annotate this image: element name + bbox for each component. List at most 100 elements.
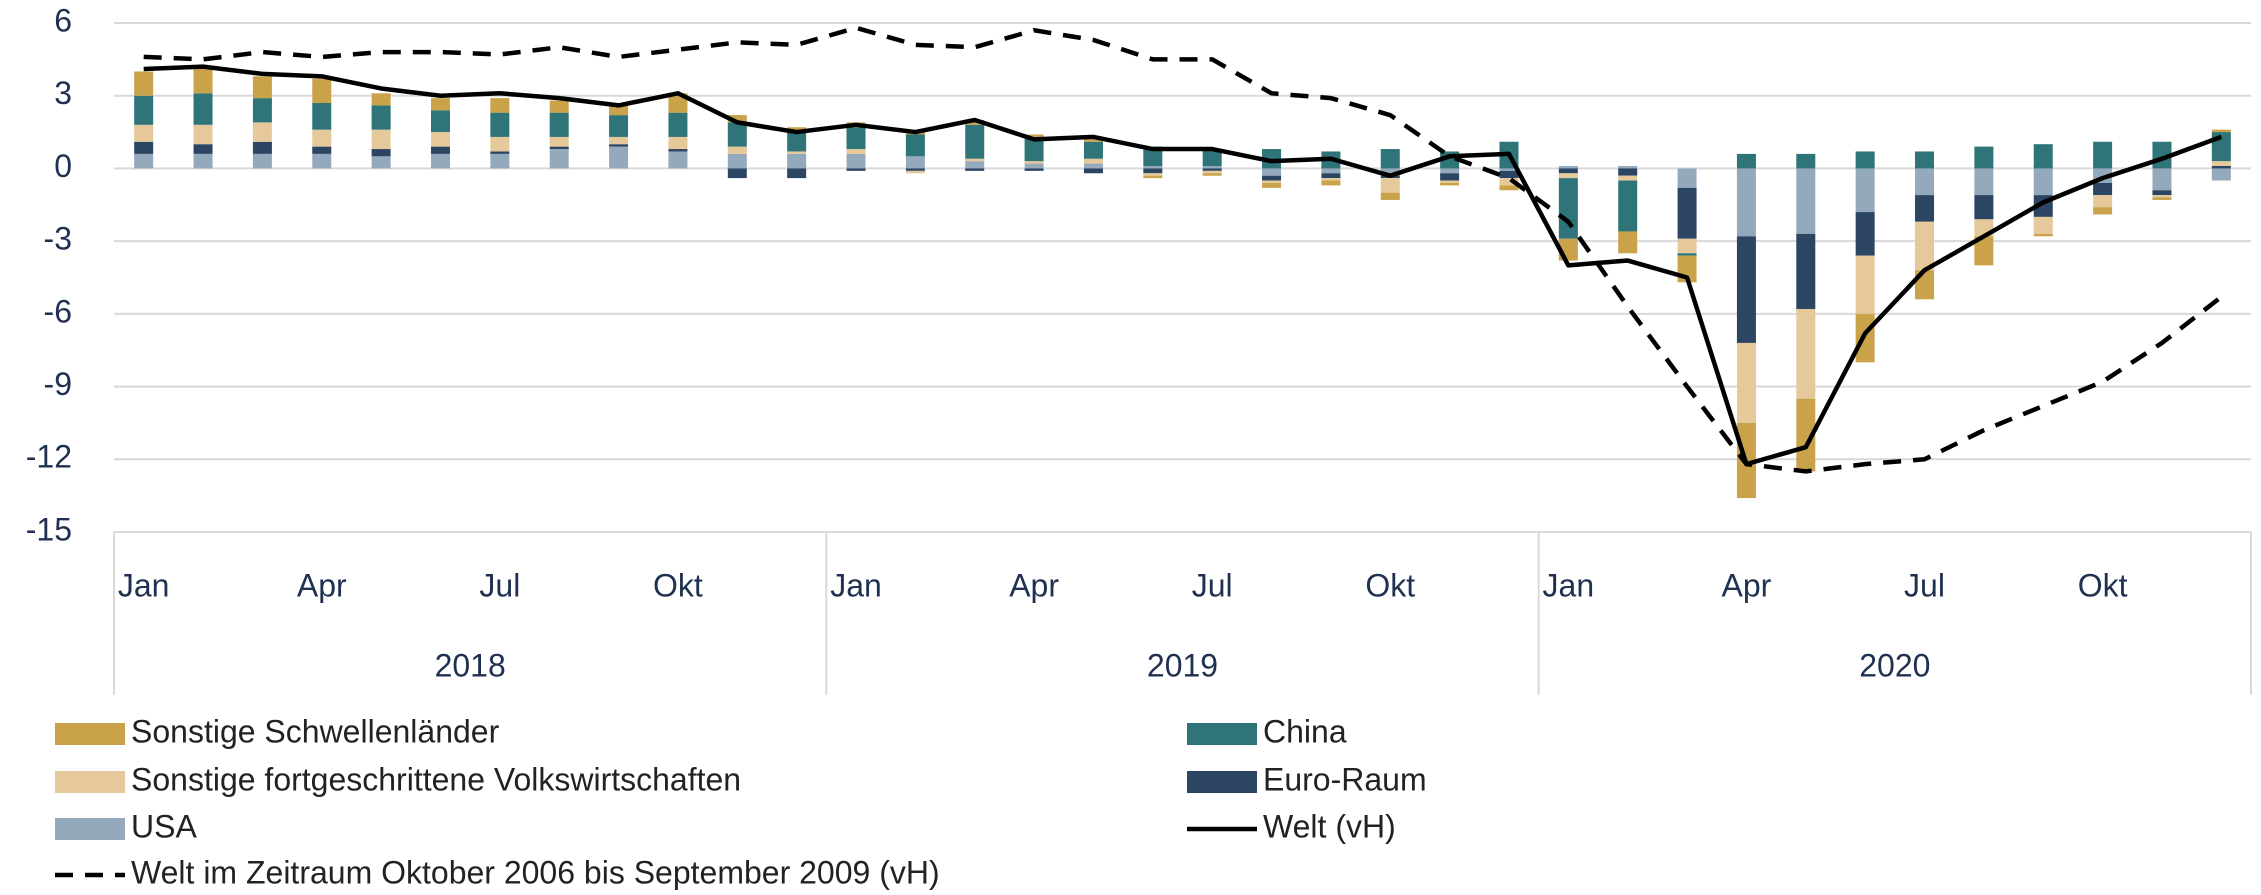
legend-swatch xyxy=(1187,771,1257,793)
bar-segment xyxy=(1440,182,1460,186)
bar-segment xyxy=(727,168,747,179)
bar-segment xyxy=(1380,178,1400,193)
bar-segment xyxy=(490,151,510,154)
bar-segment xyxy=(371,156,391,169)
bar-segment xyxy=(1736,236,1756,343)
bar-segment xyxy=(609,105,629,116)
bar-segment xyxy=(1558,166,1578,169)
year-label: 2019 xyxy=(1147,647,1218,683)
bar-segment xyxy=(1202,168,1222,171)
bar-segment xyxy=(1677,238,1697,254)
x-tick-label: Okt xyxy=(653,567,703,603)
bar-segment xyxy=(1618,175,1638,181)
bar-segment xyxy=(1915,195,1935,222)
bar-segment xyxy=(787,151,807,154)
bar-segment xyxy=(1143,168,1163,174)
bar-segment xyxy=(549,112,569,137)
year-label: 2018 xyxy=(435,647,506,683)
legend-label: Sonstige Schwellenländer xyxy=(131,713,500,749)
legend-label: Welt im Zeitraum Oktober 2006 bis Septem… xyxy=(131,854,940,890)
bar-segment xyxy=(549,146,569,150)
bar-segment xyxy=(1202,170,1222,174)
bar-segment xyxy=(1024,136,1044,162)
bar-segment xyxy=(905,156,925,169)
legend-label: Welt (vH) xyxy=(1263,808,1396,844)
x-tick-label: Okt xyxy=(2078,567,2128,603)
legend-label: Sonstige fortgeschrittene Volkswirtschaf… xyxy=(131,761,741,797)
x-tick-label: Apr xyxy=(297,567,347,603)
bar-segment xyxy=(2033,168,2053,196)
y-tick-label: -15 xyxy=(26,511,72,547)
bar-segment xyxy=(252,76,272,99)
dashed-line xyxy=(143,25,2223,474)
bar-segment xyxy=(1499,185,1519,191)
bar-segment xyxy=(1558,173,1578,179)
bar-segment xyxy=(1024,134,1044,137)
bar-segment xyxy=(965,168,985,171)
y-tick-label: -3 xyxy=(44,221,72,257)
bar-segment xyxy=(1736,153,1756,169)
bar-segment xyxy=(430,146,450,154)
bar-segment xyxy=(193,153,213,169)
bar-segment xyxy=(1499,178,1519,186)
bar-segment xyxy=(965,119,985,125)
bar-segment xyxy=(1024,161,1044,164)
bar-segment xyxy=(312,102,332,130)
bar-segment xyxy=(2093,182,2113,196)
bar-segment xyxy=(1202,149,1222,167)
y-tick-label: -12 xyxy=(26,439,72,475)
legend-label: USA xyxy=(131,808,197,844)
bar-segment xyxy=(965,124,985,159)
bar-segment xyxy=(1677,187,1697,239)
bar-segment xyxy=(727,115,747,123)
bar-segment xyxy=(193,144,213,154)
bar-segment xyxy=(1143,146,1163,167)
bar-segment xyxy=(549,136,569,147)
bar-segment xyxy=(1677,253,1697,256)
bar-segment xyxy=(1974,236,1994,266)
bar-segment xyxy=(1499,170,1519,179)
bar-segment xyxy=(609,136,629,145)
bar-segment xyxy=(2033,233,2053,237)
bar-segment xyxy=(1083,139,1103,142)
bar-segment xyxy=(193,93,213,125)
bar-segment xyxy=(1618,231,1638,254)
bar-segment xyxy=(1796,309,1816,399)
bar-segment xyxy=(1083,168,1103,174)
bar-segment xyxy=(1974,195,1994,220)
x-tick-label: Jul xyxy=(479,567,520,603)
bar-segment xyxy=(727,122,747,147)
bar-segment xyxy=(2033,216,2053,234)
bar-segment xyxy=(2211,132,2231,162)
legend-swatch xyxy=(55,723,125,745)
bar-segment xyxy=(2211,161,2231,167)
bar-segment xyxy=(1262,175,1282,181)
bar-segment xyxy=(2152,190,2172,196)
x-tick-label: Apr xyxy=(1722,567,1772,603)
x-tick-label: Jul xyxy=(1904,567,1945,603)
y-tick-label: 6 xyxy=(54,2,72,38)
bar-segment xyxy=(1796,168,1816,234)
bar-segment xyxy=(2093,195,2113,208)
bar-segment xyxy=(1618,166,1638,169)
bar-segment xyxy=(787,168,807,179)
legend-swatch xyxy=(55,818,125,840)
bar-segment xyxy=(490,136,510,152)
bar-segment xyxy=(134,124,154,142)
bar-segment xyxy=(1202,173,1222,176)
bar-segment xyxy=(905,170,925,174)
bar-segment xyxy=(2211,129,2231,133)
bar-segment xyxy=(312,153,332,169)
bar-segment xyxy=(2211,168,2231,181)
y-tick-label: -9 xyxy=(44,366,72,402)
bar-segment xyxy=(1796,153,1816,169)
bar-segment xyxy=(1618,168,1638,176)
bar-segment xyxy=(1736,342,1756,423)
bar-segment xyxy=(1499,168,1519,171)
bar-segment xyxy=(2211,166,2231,169)
x-tick-label: Jan xyxy=(830,567,882,603)
bar-segment xyxy=(2093,141,2113,169)
bar-segment xyxy=(846,149,866,154)
bar-segment xyxy=(668,149,688,152)
